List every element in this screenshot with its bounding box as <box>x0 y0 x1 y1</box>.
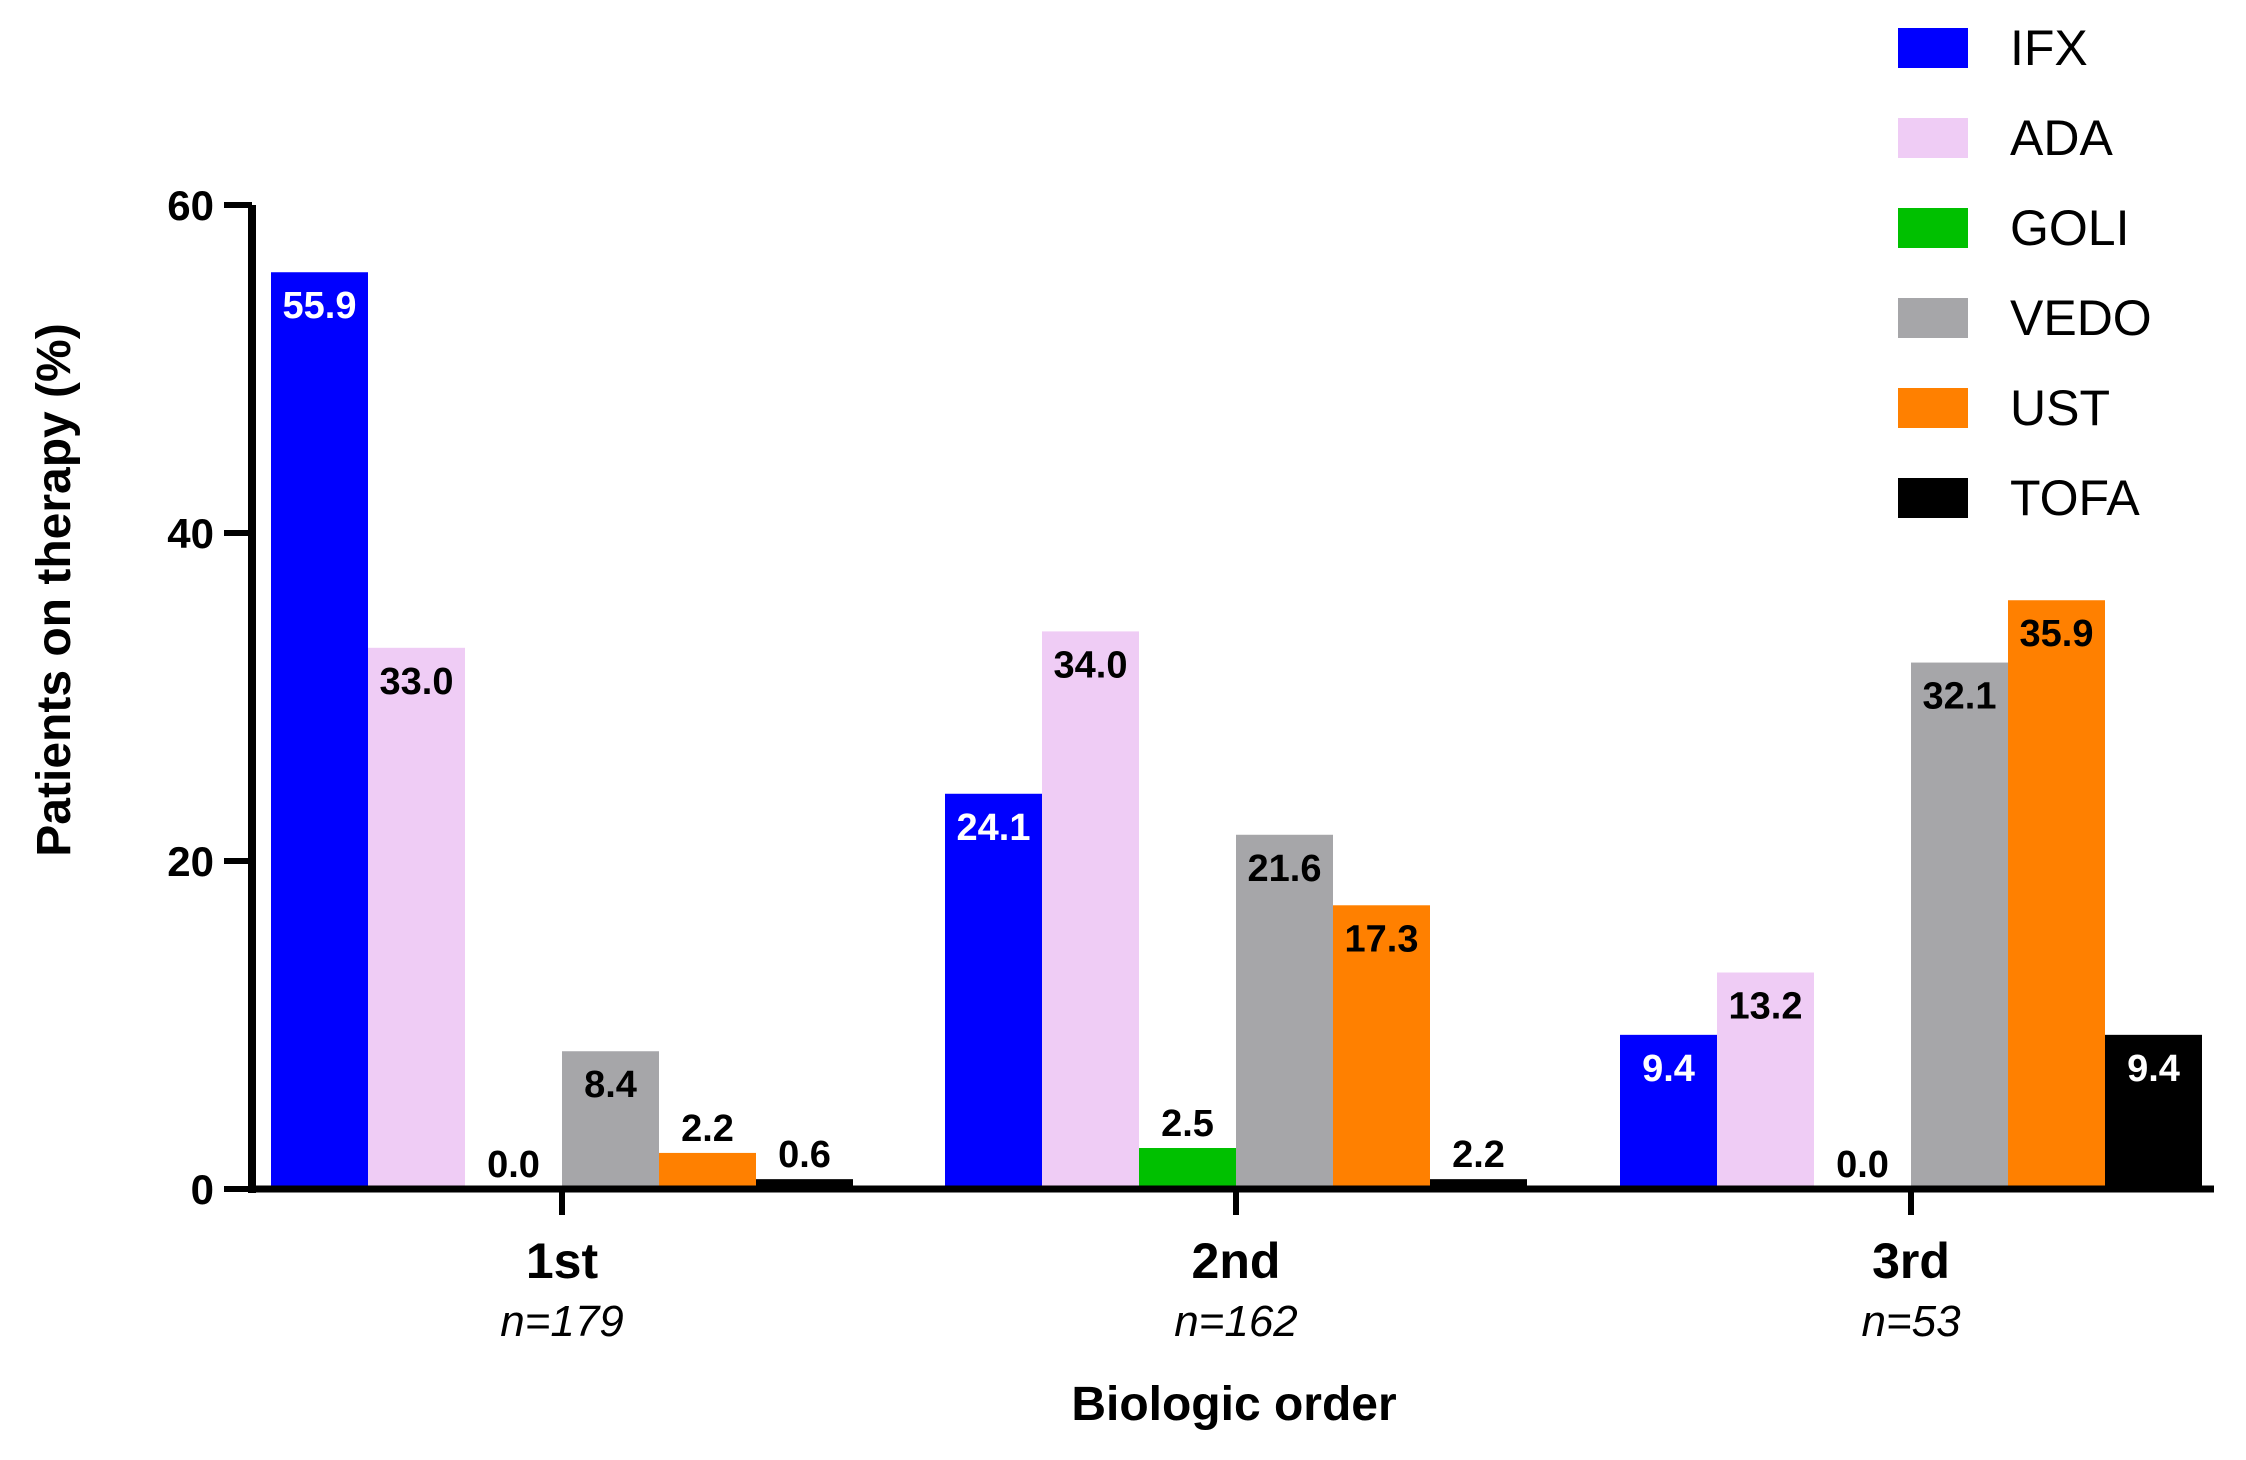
bar-tofa-1st <box>756 1179 853 1189</box>
x-tick-sample-size: n=162 <box>1174 1297 1298 1346</box>
data-label-ust-3rd: 35.9 <box>2020 613 2094 655</box>
bar-ada-1st <box>368 647 465 1189</box>
legend-swatch-ada <box>1898 118 1968 158</box>
data-label-tofa-3rd: 9.4 <box>2127 1048 2180 1090</box>
bar-tofa-2nd <box>1430 1179 1527 1189</box>
bar-ifx-2nd <box>945 793 1042 1189</box>
y-axis-title: Patients on therapy (%) <box>28 323 81 856</box>
x-tick-sample-size: n=53 <box>1861 1297 1961 1346</box>
legend-label-goli: GOLI <box>2010 200 2129 256</box>
legend-swatch-ust <box>1898 388 1968 428</box>
legend-label-ust: UST <box>2010 380 2110 436</box>
bar-ust-1st <box>659 1152 756 1189</box>
data-label-goli-2nd: 2.5 <box>1161 1103 1214 1145</box>
x-tick-label: 2nd <box>1192 1233 1281 1289</box>
bar-vedo-1st <box>562 1051 659 1189</box>
y-tick-label: 40 <box>167 510 214 557</box>
data-label-vedo-3rd: 32.1 <box>1923 676 1997 718</box>
bar-ifx-1st <box>271 272 368 1189</box>
data-label-ifx-2nd: 24.1 <box>957 807 1031 849</box>
bar-ada-2nd <box>1042 631 1139 1189</box>
legend-swatch-tofa <box>1898 478 1968 518</box>
data-label-tofa-1st: 0.6 <box>778 1134 831 1176</box>
bar-goli-2nd <box>1139 1148 1236 1189</box>
legend-label-ifx: IFX <box>2010 20 2088 76</box>
y-tick-label: 60 <box>167 182 214 229</box>
data-label-ifx-1st: 55.9 <box>283 285 357 327</box>
bars-layer <box>271 272 2202 1189</box>
data-label-ada-2nd: 34.0 <box>1054 644 1128 686</box>
bar-vedo-2nd <box>1236 834 1333 1189</box>
bar-ifx-3rd <box>1620 1034 1717 1189</box>
data-label-tofa-2nd: 2.2 <box>1452 1134 1505 1176</box>
legend: IFX ADA GOLI VEDO UST TOFA <box>1898 20 2152 526</box>
legend-label-vedo: VEDO <box>2010 290 2152 346</box>
y-tick-label: 0 <box>191 1166 214 1213</box>
bar-tofa-3rd <box>2105 1034 2202 1189</box>
bar-vedo-3rd <box>1911 662 2008 1189</box>
data-label-goli-1st: 0.0 <box>487 1144 540 1186</box>
bar-ust-2nd <box>1333 905 1430 1189</box>
data-label-ifx-3rd: 9.4 <box>1642 1048 1695 1090</box>
x-tick-label: 3rd <box>1872 1233 1950 1289</box>
data-label-ada-1st: 33.0 <box>380 661 454 703</box>
bar-ada-3rd <box>1717 972 1814 1189</box>
axes-layer: 0 20 40 60 1st n=179 2nd n=162 3rd n=53 <box>167 182 2214 1346</box>
data-labels-layer: 55.9 24.1 9.4 33.0 34.0 13.2 0.0 2.5 0.0 8.4 21.6 3… <box>283 285 2180 1186</box>
x-axis-title: Biologic order <box>1071 1378 1396 1431</box>
legend-label-ada: ADA <box>2010 110 2113 166</box>
legend-swatch-vedo <box>1898 298 1968 338</box>
x-tick-label: 1st <box>526 1233 599 1289</box>
bar-ust-3rd <box>2008 600 2105 1189</box>
legend-swatch-goli <box>1898 208 1968 248</box>
data-label-vedo-2nd: 21.6 <box>1248 848 1322 890</box>
x-tick-sample-size: n=179 <box>500 1297 624 1346</box>
data-label-vedo-1st: 8.4 <box>584 1064 637 1106</box>
data-label-ust-2nd: 17.3 <box>1345 918 1419 960</box>
data-label-ust-1st: 2.2 <box>681 1108 734 1150</box>
data-label-goli-3rd: 0.0 <box>1836 1144 1889 1186</box>
y-tick-label: 20 <box>167 838 214 885</box>
legend-swatch-ifx <box>1898 28 1968 68</box>
legend-label-tofa: TOFA <box>2010 470 2140 526</box>
data-label-ada-3rd: 13.2 <box>1729 986 1803 1028</box>
